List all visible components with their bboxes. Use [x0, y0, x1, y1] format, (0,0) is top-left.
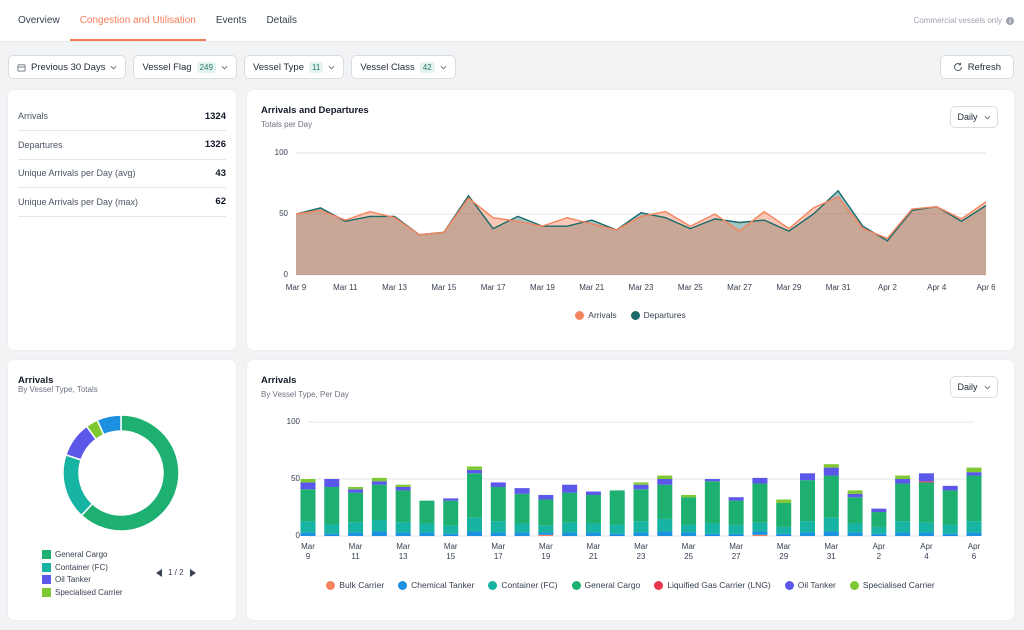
stat-row: Arrivals 1324 [18, 102, 226, 131]
calendar [18, 64, 25, 70]
chevron-icon [984, 114, 991, 121]
tab[interactable]: Details [256, 0, 307, 41]
stat-row: Departures 1326 [18, 131, 226, 160]
stat-label: Arrivals [18, 111, 48, 121]
refresh-button[interactable]: Refresh [940, 55, 1014, 79]
stat-label: Unique Arrivals per Day (avg) [18, 168, 136, 178]
stat-value: 1324 [205, 111, 226, 122]
tabs: OverviewCongestion and UtilisationEvents… [8, 0, 307, 41]
stat-value: 43 [215, 168, 226, 179]
chevron [984, 386, 989, 389]
chevron-icon [328, 64, 335, 71]
tab[interactable]: Events [206, 0, 257, 41]
pager-arrow[interactable] [156, 569, 163, 577]
chevron [329, 66, 334, 69]
stat-value: 1326 [205, 139, 226, 150]
filter-label: Previous 30 Days [31, 62, 105, 73]
stats-card: Arrivals 1324 Departures 1326 Unique Arrival… [8, 90, 236, 350]
refresh-icon [953, 62, 963, 72]
note-text: Commercial vessels only [914, 0, 1002, 41]
filter-count: 11 [309, 62, 323, 73]
period-label: Daily [957, 382, 977, 392]
calendar-icon [17, 63, 26, 72]
chevron-icon [440, 64, 447, 71]
period-select[interactable]: Daily [950, 376, 998, 398]
filter-count: 249 [197, 62, 216, 73]
arrow [156, 569, 162, 577]
stat-label: Departures [18, 140, 63, 150]
filter-button[interactable]: Vessel Flag 249 [133, 55, 236, 79]
chevron-icon [984, 384, 991, 391]
filter-button[interactable]: Vessel Class 42 [351, 55, 455, 79]
top-nav: OverviewCongestion and UtilisationEvents… [0, 0, 1024, 42]
filter-bar: Previous 30 Days Vessel Flag 249 Vessel Typ… [8, 55, 456, 79]
chevron [111, 66, 116, 69]
info-icon [1006, 17, 1014, 25]
chevron [222, 66, 227, 69]
filter-label: Vessel Class [360, 62, 414, 73]
stat-row: Unique Arrivals per Day (max) 62 [18, 188, 226, 217]
arrow [190, 569, 196, 577]
tab[interactable]: Overview [8, 0, 70, 41]
chart-card [8, 360, 236, 620]
filter-button[interactable]: Vessel Type 11 [244, 55, 344, 79]
refresh-label: Refresh [968, 62, 1001, 73]
note: Commercial vessels only [914, 0, 1014, 41]
chart-card [247, 360, 1014, 620]
chevron-icon [221, 64, 228, 71]
chevron [440, 66, 445, 69]
stat-row: Unique Arrivals per Day (avg) 43 [18, 159, 226, 188]
stat-value: 62 [215, 196, 226, 207]
stat-label: Unique Arrivals per Day (max) [18, 197, 138, 207]
pager-arrow[interactable] [189, 569, 196, 577]
filter-button[interactable]: Previous 30 Days [8, 55, 126, 79]
chart-card [247, 90, 1014, 350]
tab[interactable]: Congestion and Utilisation [70, 0, 206, 41]
period-select[interactable]: Daily [950, 106, 998, 128]
period-label: Daily [957, 112, 977, 122]
filter-label: Vessel Flag [142, 62, 191, 73]
chevron-icon [110, 64, 117, 71]
filter-label: Vessel Type [253, 62, 304, 73]
chevron [984, 116, 989, 119]
filter-count: 42 [420, 62, 435, 73]
